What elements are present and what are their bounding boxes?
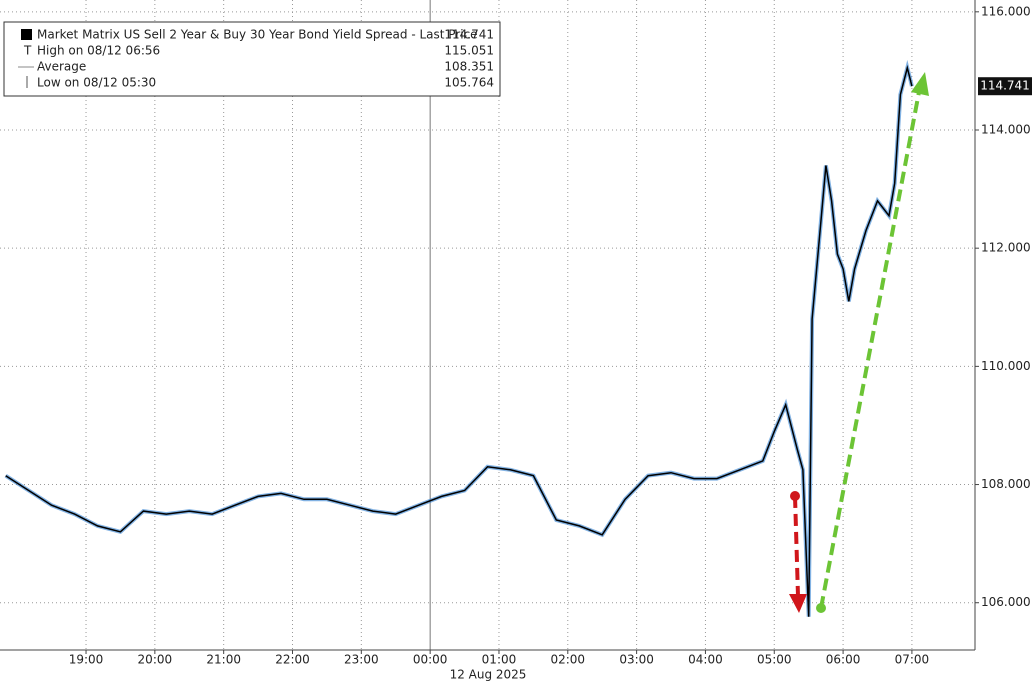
legend: Market Matrix US Sell 2 Year & Buy 30 Ye… [3,21,501,97]
y-tick-label: 112.000 [981,241,1031,255]
line [5,64,913,617]
up-arrow [816,72,929,613]
legend-value: 115.051 [444,44,494,58]
x-tick-label: 00:00 [413,653,448,667]
legend-label: Low on 08/12 05:30 [37,76,156,90]
x-tick-label: 06:00 [826,653,861,667]
last-price-box [978,77,1032,96]
x-tick-label: 19:00 [69,653,104,667]
x-tick-label: 04:00 [688,653,723,667]
legend-box [3,21,501,97]
legend-icon: T [23,44,32,58]
legend-label: Average [37,60,86,74]
x-tick-label: 07:00 [895,653,930,667]
legend-swatch [21,29,32,40]
legend-label: Market Matrix US Sell 2 Year & Buy 30 Ye… [37,28,478,42]
legend-value: 108.351 [444,60,494,74]
legend-value: 105.764 [444,76,494,90]
down-arrow [789,491,807,613]
y-tick-label: 114.000 [981,123,1031,137]
legend-label: High on 08/12 06:56 [37,44,160,58]
grid [0,0,975,650]
x-tick-label: 02:00 [550,653,585,667]
last-price-label: 114.741 [980,79,1030,93]
plot [4,59,914,617]
legend-value: 114.741 [444,28,494,42]
x-tick-label: 23:00 [344,653,379,667]
x-tick-label: 05:00 [757,653,792,667]
y-tick-label: 106.000 [981,595,1031,609]
date-label: 12 Aug 2025 [450,668,527,682]
y-tick-label: 116.000 [981,4,1031,18]
y-tick-label: 108.000 [981,477,1031,491]
line-shadow [4,59,914,617]
y-tick-label: 110.000 [981,359,1031,373]
x-tick-label: 20:00 [138,653,173,667]
x-tick-label: 01:00 [482,653,517,667]
x-tick-label: 03:00 [619,653,654,667]
x-tick-label: 21:00 [206,653,241,667]
x-tick-label: 22:00 [275,653,310,667]
